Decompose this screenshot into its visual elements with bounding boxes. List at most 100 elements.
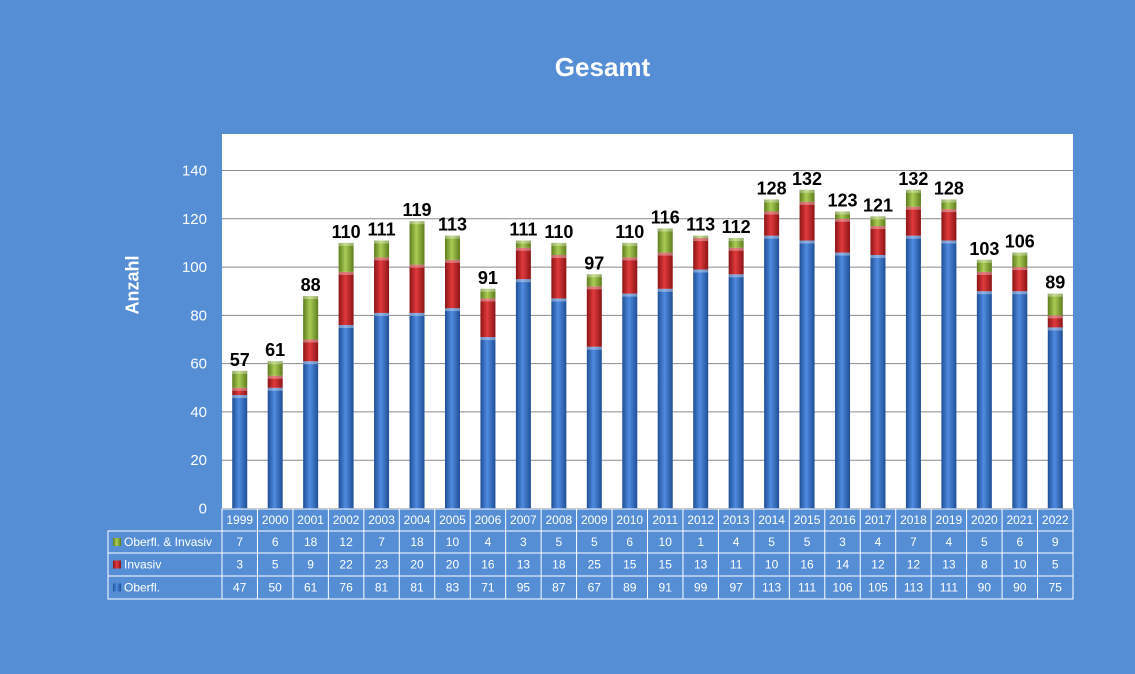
- bar-segment-cap: [551, 255, 567, 258]
- data-label-total: 128: [757, 178, 787, 198]
- bar-segment-cap: [835, 218, 851, 222]
- bar-segment-cap: [444, 235, 460, 239]
- bar-segment: [764, 211, 780, 236]
- bar-segment: [338, 325, 354, 509]
- table-cell: 67: [588, 581, 602, 595]
- bar-segment: [693, 235, 709, 239]
- plot-area: [222, 134, 1073, 509]
- table-cell: 4: [485, 535, 492, 549]
- x-tick-label: 2009: [581, 513, 608, 527]
- table-cell: 9: [307, 558, 314, 572]
- legend-swatch: [113, 583, 121, 592]
- data-label-total: 110: [332, 222, 361, 242]
- bar-segment-cap: [799, 189, 815, 193]
- table-cell: 20: [410, 558, 424, 572]
- bar-segment-cap: [693, 238, 709, 242]
- table-cell: 5: [1052, 558, 1059, 572]
- y-tick-label: 20: [190, 452, 207, 469]
- bar-segment-cap: [657, 228, 673, 232]
- bar-segment-cap: [551, 242, 567, 246]
- bar-segment-cap: [338, 325, 354, 329]
- bar-segment-cap: [693, 235, 709, 239]
- data-label-total: 113: [686, 215, 715, 235]
- bar-segment: [657, 228, 673, 253]
- bar-segment-cap: [870, 226, 886, 230]
- table-cell: 10: [765, 558, 779, 572]
- bar-segment: [693, 238, 709, 270]
- bar-segment-cap: [1012, 267, 1028, 271]
- bar-segment-cap: [515, 240, 531, 244]
- table-cell: 97: [729, 581, 743, 595]
- table-cell: 4: [733, 535, 740, 549]
- bar-segment-cap: [941, 199, 957, 203]
- table-cell: 23: [375, 558, 389, 572]
- bar-segment-cap: [1047, 327, 1063, 331]
- table-cell: 15: [623, 558, 637, 572]
- bar-segment: [409, 264, 425, 313]
- x-tick-label: 2000: [262, 513, 289, 527]
- bar-segment: [232, 387, 248, 396]
- bar-segment-cap: [835, 252, 851, 256]
- bar-segment-cap: [976, 291, 992, 295]
- bar-segment: [976, 259, 992, 272]
- bar-segment: [657, 252, 673, 289]
- x-tick-label: 2022: [1042, 513, 1069, 527]
- bar-segment-cap: [622, 293, 638, 297]
- bar-segment-cap: [232, 387, 248, 391]
- data-label-total: 110: [544, 222, 573, 242]
- table-cell: 8: [981, 558, 988, 572]
- y-tick-label: 60: [190, 356, 207, 373]
- data-label-total: 113: [438, 215, 467, 235]
- table-cell: 90: [978, 581, 992, 595]
- x-tick-label: 2019: [936, 513, 963, 527]
- bar-segment-cap: [976, 259, 992, 263]
- bar-segment-cap: [941, 209, 957, 213]
- legend-label: Oberfl. & Invasiv: [124, 535, 212, 549]
- bar-segment-cap: [728, 238, 744, 242]
- table-cell: 16: [481, 558, 495, 572]
- bar-segment: [586, 274, 602, 287]
- x-tick-label: 2020: [971, 513, 998, 527]
- y-tick-label: 140: [182, 163, 207, 180]
- data-label-total: 103: [969, 239, 999, 259]
- bar-segment-cap: [905, 206, 921, 210]
- table-cell: 113: [904, 581, 923, 595]
- bar-segment-cap: [622, 242, 638, 246]
- legend-label: Oberfl.: [124, 581, 160, 595]
- table-cell: 50: [269, 581, 283, 595]
- bar-segment: [232, 395, 248, 509]
- bar-segment: [338, 242, 354, 272]
- bar-segment: [267, 387, 283, 509]
- table-cell: 1: [697, 535, 704, 549]
- data-label-total: 111: [368, 220, 396, 240]
- bar-segment: [480, 298, 496, 338]
- x-tick-label: 2016: [829, 513, 856, 527]
- bar-segment: [374, 240, 390, 258]
- y-tick-label: 80: [190, 307, 207, 324]
- bar-segment-cap: [1012, 252, 1028, 256]
- table-cell: 12: [871, 558, 885, 572]
- x-tick-label: 2004: [404, 513, 431, 527]
- data-label-total: 128: [934, 178, 964, 198]
- bar-segment-cap: [976, 271, 992, 275]
- bar-segment: [1012, 291, 1028, 509]
- bar-segment: [941, 209, 957, 241]
- bar-segment: [799, 240, 815, 509]
- table-cell: 13: [942, 558, 956, 572]
- bar-segment-cap: [374, 240, 390, 244]
- bar-segment: [515, 279, 531, 509]
- y-tick-label: 100: [182, 259, 207, 276]
- data-label-total: 132: [898, 169, 928, 189]
- table-cell: 25: [588, 558, 602, 572]
- bar-segment: [1047, 327, 1063, 509]
- bar-segment: [338, 271, 354, 326]
- data-label-total: 89: [1045, 273, 1065, 293]
- table-cell: 4: [946, 535, 953, 549]
- table-cell: 89: [623, 581, 637, 595]
- table-cell: 16: [800, 558, 814, 572]
- table-cell: 81: [375, 581, 389, 595]
- data-label-total: 111: [509, 220, 537, 240]
- table-cell: 99: [694, 581, 708, 595]
- x-tick-label: 1999: [226, 513, 253, 527]
